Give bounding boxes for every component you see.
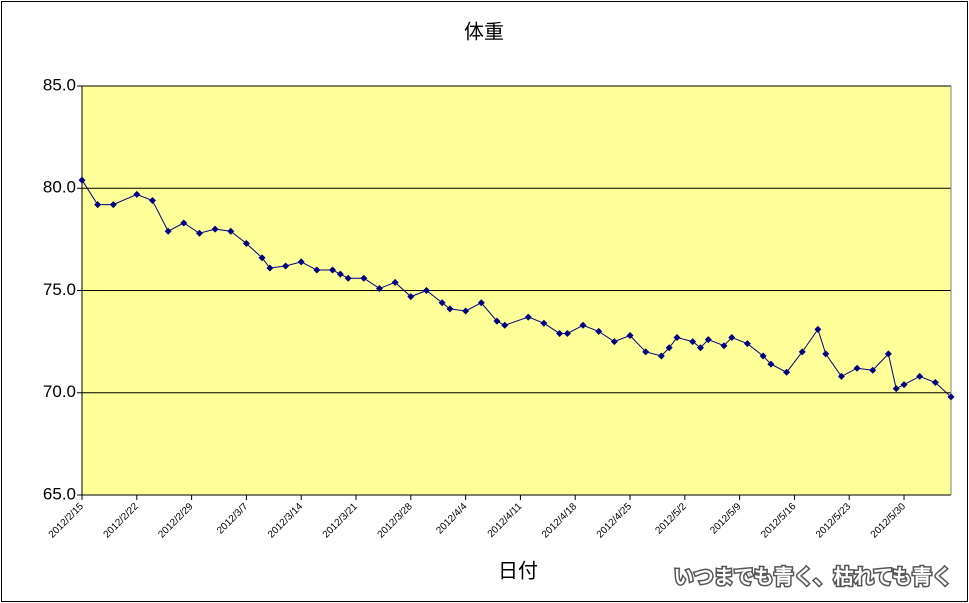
y-tick-label: 80.0 — [43, 178, 76, 197]
data-point — [626, 331, 634, 339]
data-point — [931, 379, 939, 387]
data-point — [94, 201, 102, 209]
data-point — [462, 307, 470, 315]
data-point — [947, 393, 955, 401]
data-point — [853, 364, 861, 372]
y-tick-label: 70.0 — [43, 382, 76, 401]
data-point — [798, 348, 806, 356]
data-point — [704, 336, 712, 344]
data-point — [579, 321, 587, 329]
data-point — [900, 381, 908, 389]
data-point — [227, 227, 235, 235]
data-point — [759, 352, 767, 360]
data-point — [657, 352, 665, 360]
data-point — [297, 258, 305, 266]
data-point — [78, 176, 86, 184]
data-point — [477, 299, 485, 307]
data-point — [814, 325, 822, 333]
data-point — [696, 344, 704, 352]
chart-title: 体重 — [464, 20, 504, 43]
data-point — [563, 329, 571, 337]
y-tick-label: 85.0 — [43, 75, 76, 94]
data-point — [610, 338, 618, 346]
data-point — [360, 274, 368, 282]
data-point — [595, 327, 603, 335]
y-tick-label: 65.0 — [43, 484, 76, 503]
data-point — [540, 319, 548, 327]
data-point — [180, 219, 188, 227]
data-point — [422, 287, 430, 294]
watermark: いつまでも青く、枯れても青く — [674, 564, 952, 588]
data-point — [837, 372, 845, 380]
data-point — [446, 305, 454, 313]
y-tick-label: 75.0 — [43, 280, 76, 299]
data-point — [282, 262, 290, 270]
data-point — [743, 340, 751, 348]
data-point — [407, 293, 415, 301]
data-point — [336, 270, 344, 278]
data-point — [266, 264, 274, 272]
data-point — [642, 348, 650, 356]
data-point — [673, 334, 681, 342]
data-point — [728, 334, 736, 342]
data-point — [391, 278, 399, 286]
data-point — [438, 299, 446, 307]
data-point — [556, 329, 564, 337]
data-point — [164, 227, 172, 235]
data-point — [665, 344, 673, 352]
data-point — [195, 229, 203, 237]
data-point — [720, 342, 728, 350]
data-point — [344, 274, 352, 282]
data-point — [329, 266, 337, 274]
data-point — [148, 197, 156, 205]
data-point — [133, 190, 141, 198]
data-point — [767, 360, 775, 368]
data-point — [822, 350, 830, 358]
data-point — [869, 366, 877, 374]
data-point — [375, 284, 383, 292]
data-point — [892, 385, 900, 393]
data-point — [783, 368, 791, 376]
data-point — [109, 201, 117, 209]
x-axis-label: 日付 — [498, 559, 538, 582]
data-point — [884, 350, 892, 358]
data-point — [211, 225, 219, 233]
data-point — [916, 372, 924, 380]
data-point — [493, 317, 501, 325]
data-point — [242, 239, 250, 247]
data-point — [524, 313, 532, 321]
data-point — [313, 266, 321, 274]
data-point — [258, 254, 266, 262]
data-point — [501, 321, 509, 329]
data-point — [689, 338, 697, 346]
